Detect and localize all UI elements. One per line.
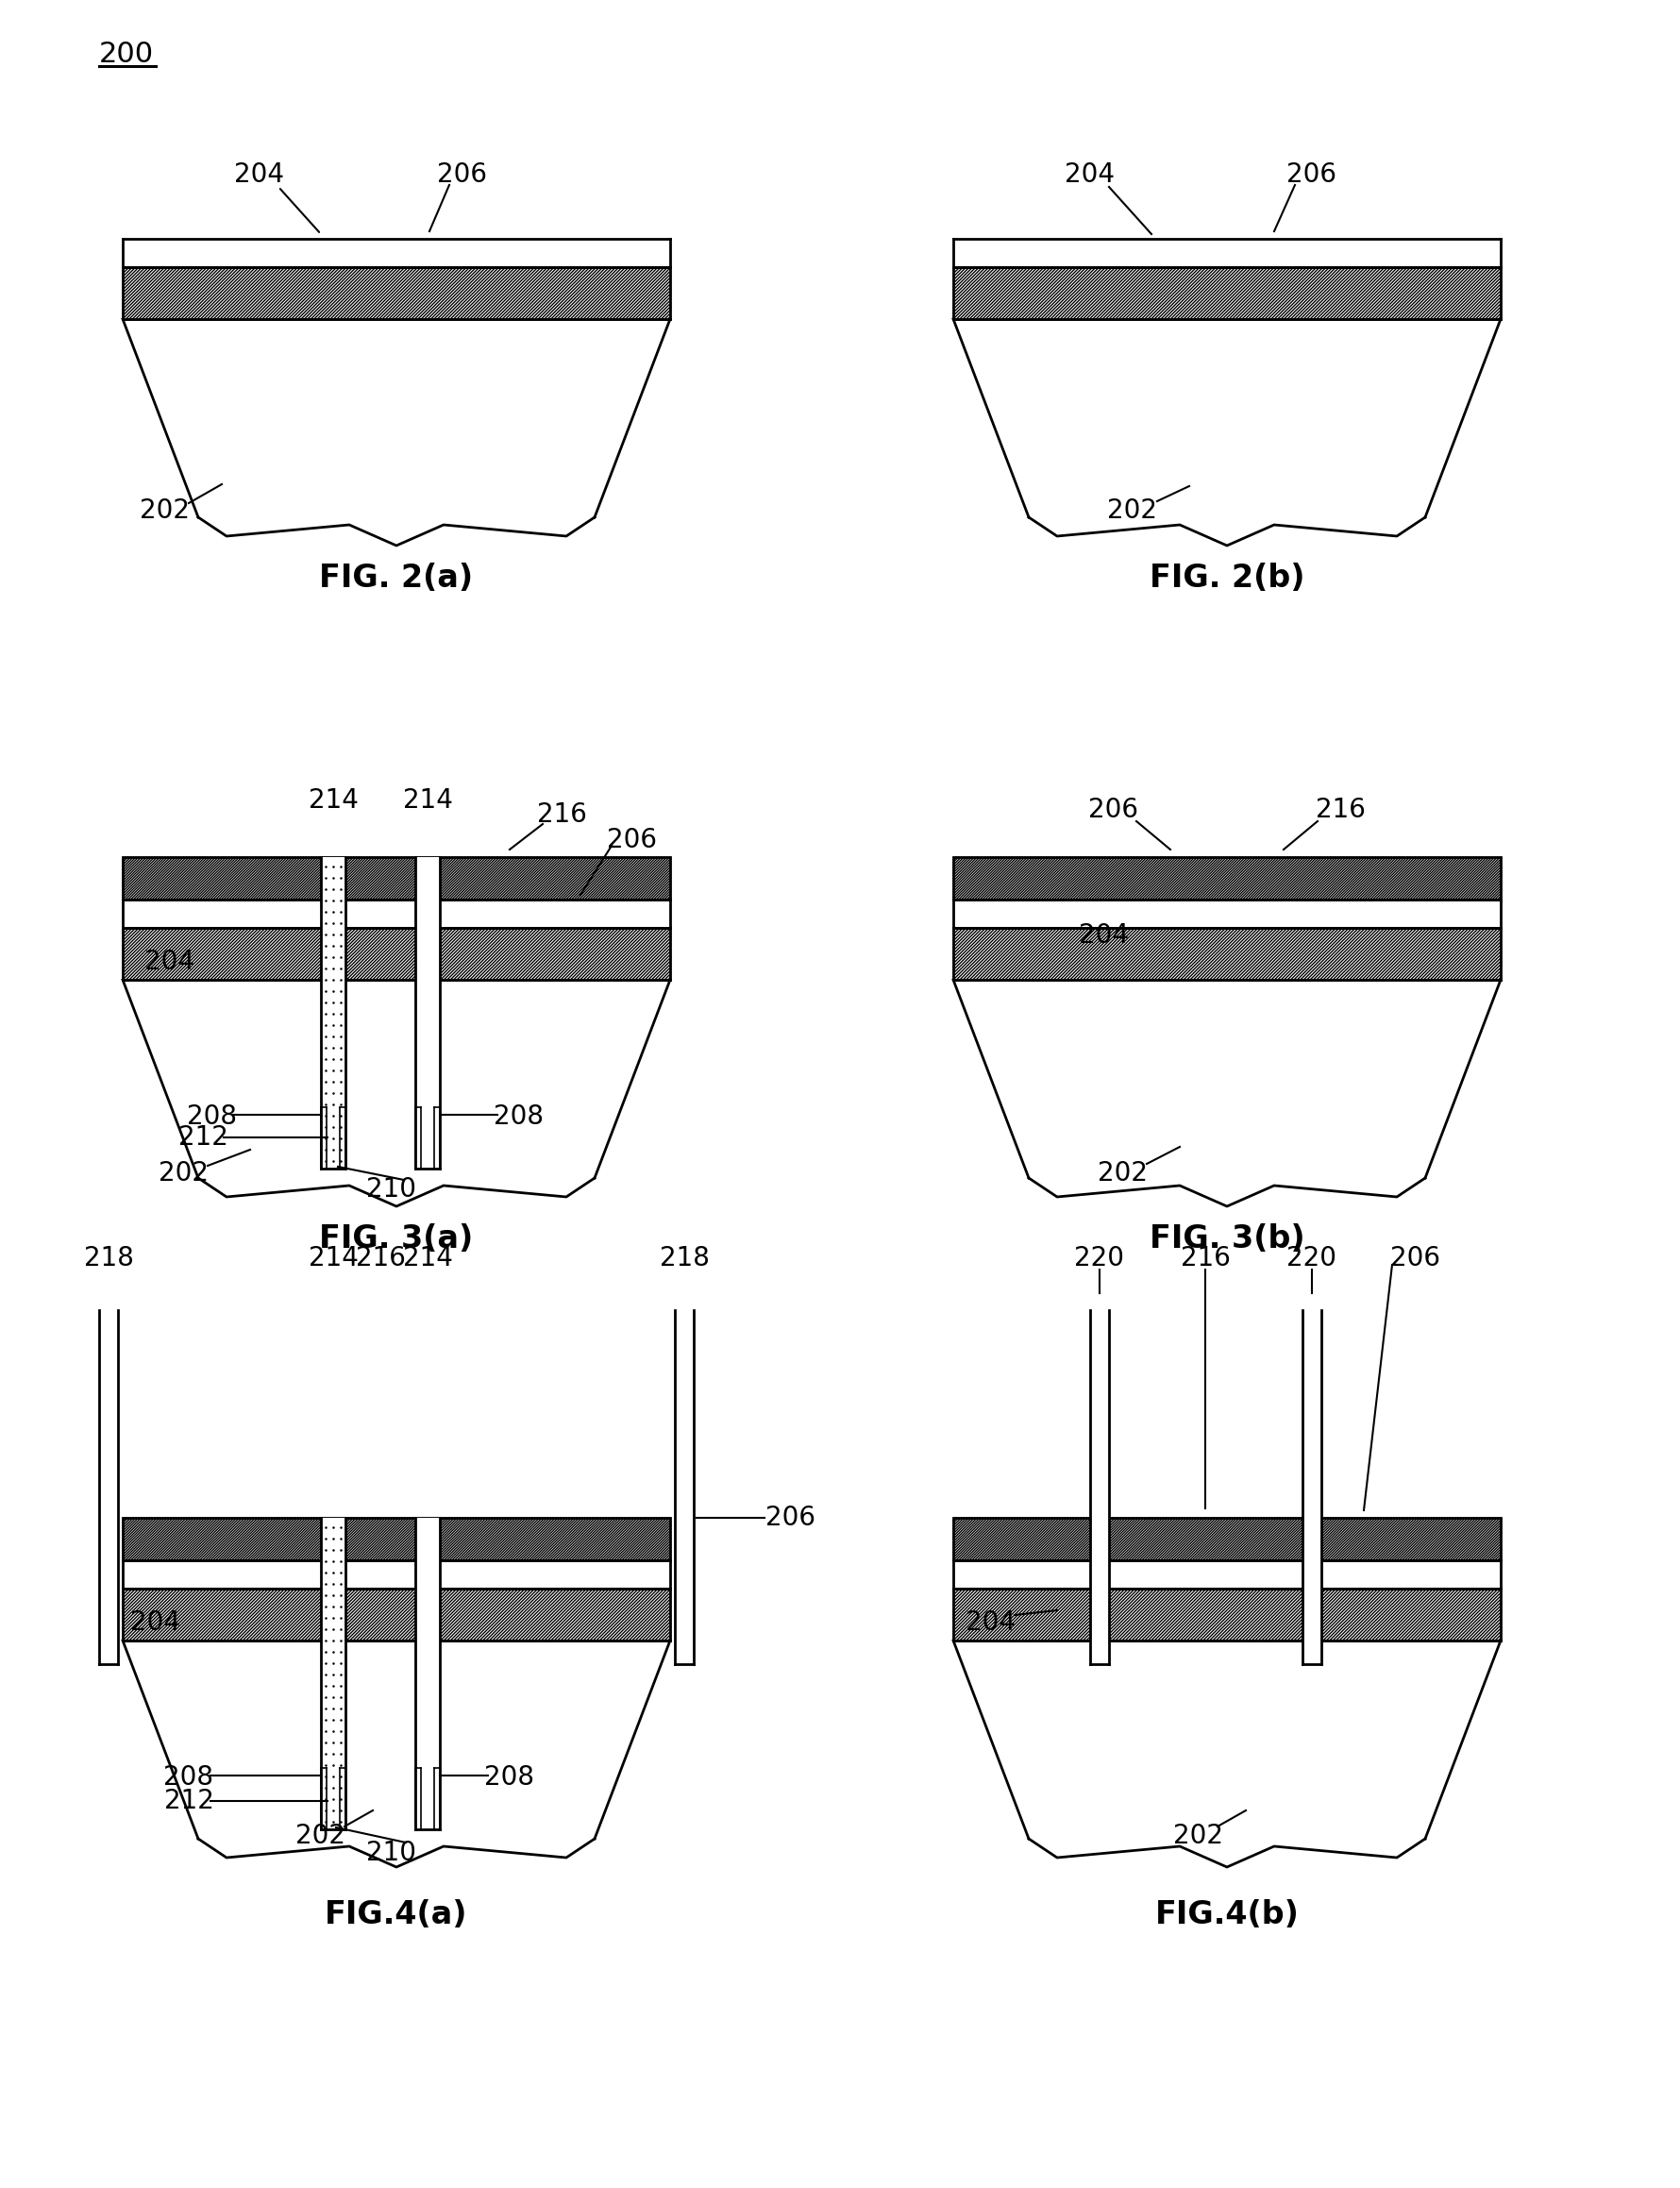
Bar	[99, 1311, 118, 1665]
Bar	[321, 858, 346, 1168]
Bar	[123, 1518, 670, 1560]
Text: 208: 208	[494, 1103, 544, 1129]
Bar	[953, 1560, 1500, 1588]
Text: 216: 216	[536, 801, 586, 827]
Bar	[953, 928, 1500, 980]
Bar	[123, 1560, 670, 1588]
Bar	[123, 238, 670, 267]
Text: FIG.4(a): FIG.4(a)	[324, 1899, 467, 1930]
Bar	[123, 928, 670, 980]
Text: 204: 204	[235, 162, 284, 188]
Bar	[123, 858, 670, 899]
Text: 206: 206	[1287, 162, 1336, 188]
Bar	[953, 1518, 1500, 1560]
Text: 218: 218	[659, 1245, 709, 1271]
Text: 206: 206	[1089, 796, 1137, 823]
Bar	[415, 858, 440, 1168]
Text: 200: 200	[99, 42, 155, 68]
Text: 204: 204	[144, 950, 195, 976]
Text: 202: 202	[1097, 1160, 1147, 1186]
Bar	[953, 858, 1500, 899]
Text: 214: 214	[307, 1245, 358, 1271]
Text: 214: 214	[403, 1245, 452, 1271]
Text: 208: 208	[186, 1103, 237, 1129]
Bar	[123, 928, 670, 980]
Text: 202: 202	[1107, 497, 1158, 523]
Text: 214: 214	[307, 788, 358, 814]
Bar	[123, 267, 670, 319]
Text: 208: 208	[163, 1764, 213, 1790]
Text: FIG.4(b): FIG.4(b)	[1154, 1899, 1299, 1930]
Bar	[953, 1588, 1500, 1641]
Text: 202: 202	[139, 497, 190, 523]
Text: FIG. 3(a): FIG. 3(a)	[319, 1223, 474, 1256]
Bar	[123, 899, 670, 928]
Text: 202: 202	[1173, 1823, 1223, 1849]
Bar	[123, 267, 670, 319]
Text: FIG. 3(b): FIG. 3(b)	[1149, 1223, 1304, 1256]
Bar	[953, 267, 1500, 319]
Text: 220: 220	[1287, 1245, 1336, 1271]
Text: 218: 218	[84, 1245, 133, 1271]
Bar	[123, 858, 670, 899]
Text: 210: 210	[366, 1840, 417, 1866]
Bar	[1302, 1311, 1320, 1665]
Text: 212: 212	[178, 1125, 228, 1151]
Text: 204: 204	[1079, 921, 1129, 950]
Bar	[1090, 1311, 1109, 1665]
Text: 202: 202	[296, 1823, 346, 1849]
Bar	[953, 267, 1500, 319]
Text: FIG. 2(a): FIG. 2(a)	[319, 562, 474, 595]
Text: 210: 210	[366, 1177, 417, 1203]
Text: 204: 204	[131, 1610, 181, 1637]
Text: 206: 206	[1389, 1245, 1440, 1271]
Bar	[953, 238, 1500, 267]
Text: 212: 212	[163, 1788, 213, 1814]
Text: FIG. 2(b): FIG. 2(b)	[1149, 562, 1304, 595]
Bar	[123, 1588, 670, 1641]
Bar	[123, 1588, 670, 1641]
Text: 204: 204	[966, 1610, 1015, 1637]
Bar	[953, 1518, 1500, 1560]
Bar	[953, 928, 1500, 980]
Text: 208: 208	[484, 1764, 534, 1790]
Text: 216: 216	[354, 1245, 405, 1271]
Bar	[674, 1311, 694, 1665]
Bar	[123, 1518, 670, 1560]
Text: 206: 206	[766, 1505, 815, 1532]
Text: 220: 220	[1074, 1245, 1124, 1271]
Text: 216: 216	[1314, 796, 1364, 823]
Text: 202: 202	[160, 1160, 208, 1186]
Bar	[415, 1518, 440, 1829]
Bar	[953, 858, 1500, 899]
Text: 204: 204	[1065, 162, 1114, 188]
Text: 214: 214	[403, 788, 452, 814]
Text: 206: 206	[606, 827, 657, 853]
Bar	[953, 1588, 1500, 1641]
Bar	[953, 899, 1500, 928]
Bar	[321, 1518, 346, 1829]
Text: 216: 216	[1179, 1245, 1230, 1271]
Text: 206: 206	[437, 162, 487, 188]
